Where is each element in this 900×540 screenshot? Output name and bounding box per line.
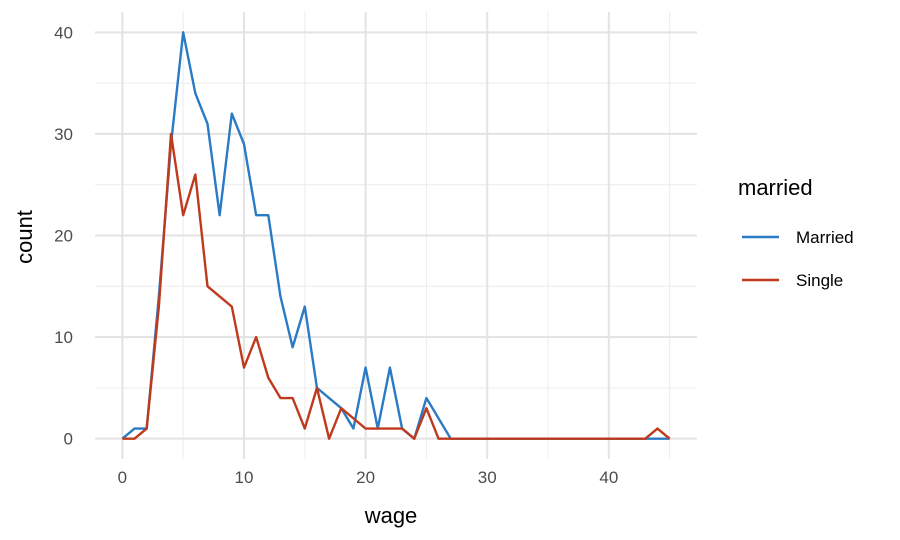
legend-label-single: Single [796,271,843,290]
y-tick-label: 0 [64,430,73,449]
y-tick-label: 30 [54,125,73,144]
legend-items: Married Single [742,228,854,290]
y-axis-ticks: 0 10 20 30 40 [54,23,73,448]
y-tick-label: 40 [54,23,73,42]
legend-title: married [738,175,813,200]
x-tick-label: 0 [118,468,127,487]
x-tick-label: 10 [235,468,254,487]
series-line-single [122,132,671,440]
y-tick-label: 20 [54,227,73,246]
legend-label-married: Married [796,228,854,247]
y-axis-title: count [12,210,37,264]
x-tick-label: 20 [356,468,375,487]
x-tick-label: 30 [478,468,497,487]
series-layer [121,31,671,440]
x-axis-title: wage [364,503,418,528]
x-tick-label: 40 [599,468,618,487]
grid-major [95,12,697,459]
y-tick-label: 10 [54,328,73,347]
x-axis-ticks: 0 10 20 30 40 [118,468,619,487]
legend: married Married Single [738,175,854,290]
